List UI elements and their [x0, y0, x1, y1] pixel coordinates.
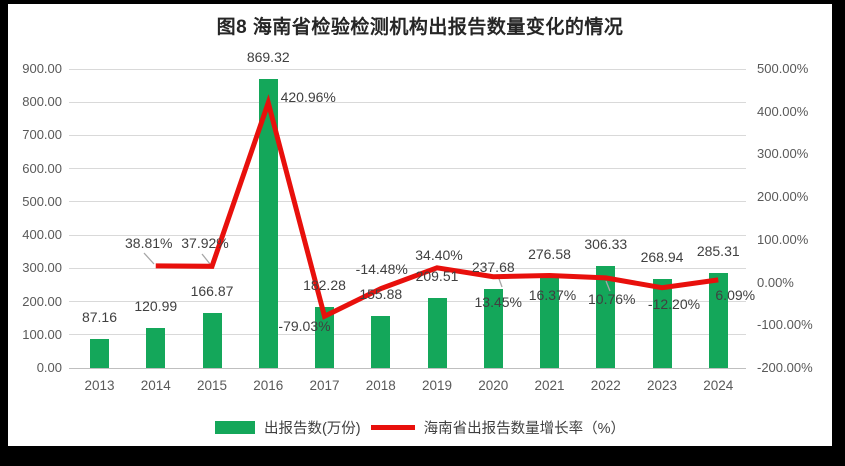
x-axis-label: 2020	[478, 378, 509, 393]
label-leader-line	[143, 252, 155, 265]
legend-bar-label: 出报告数(万份)	[263, 420, 361, 437]
line-point-label: 10.76%	[588, 290, 636, 307]
left-axis-tick-label: 100.00	[22, 326, 62, 342]
gridline	[69, 68, 746, 70]
bar-value-label: 869.32	[246, 49, 290, 66]
x-axis-label: 2017	[309, 378, 340, 393]
gridline	[69, 168, 746, 170]
bar-2016	[258, 79, 278, 368]
gridline	[69, 267, 746, 269]
line-point-label: -14.48%	[355, 260, 408, 277]
left-axis-tick-label: 300.00	[22, 260, 62, 276]
gridline	[69, 301, 746, 303]
x-axis-label: 2015	[196, 378, 228, 393]
label-leader-line	[201, 253, 211, 265]
left-axis-tick-label: 700.00	[22, 127, 62, 143]
label-leader-line	[605, 280, 611, 292]
left-axis-tick-label: 500.00	[22, 193, 62, 209]
x-axis-label: 2014	[140, 378, 171, 393]
left-axis-tick-label: 400.00	[22, 227, 62, 243]
bar-2019	[427, 298, 447, 368]
chart-title: 图8 海南省检验检测机构出报告数量变化的情况	[216, 17, 624, 38]
gridline	[69, 334, 746, 336]
left-axis-tick-label: 0.00	[36, 360, 62, 375]
bar-value-label: 155.88	[359, 286, 403, 303]
bar-2018	[371, 316, 391, 368]
x-axis-label: 2022	[590, 378, 621, 393]
legend: 出报告数(万份) 海南省出报告数量增长率（%）	[8, 414, 832, 440]
line-point-label: 6.09%	[715, 286, 756, 303]
bar-value-label: 209.51	[415, 268, 459, 285]
bar-2015	[202, 312, 222, 368]
right-axis-tick-label: 500.00%	[757, 61, 809, 76]
bar-value-label: 268.94	[640, 248, 684, 265]
chart-canvas	[8, 4, 832, 446]
gridline	[69, 234, 746, 236]
right-axis-tick-label: 400.00%	[757, 103, 809, 119]
line-point-label: 37.92%	[181, 235, 229, 252]
right-axis-tick-label: 0.00%	[757, 274, 794, 290]
x-axis-line	[69, 367, 746, 369]
bar-2022	[596, 266, 616, 368]
growth-rate-line	[155, 94, 719, 320]
x-axis-label: 2021	[534, 378, 565, 393]
bar-2014	[146, 327, 166, 368]
line-point-label: 420.96%	[280, 88, 336, 105]
x-axis-label: 2016	[253, 378, 284, 393]
legend-bar-swatch-icon	[214, 420, 255, 434]
line-point-label: -79.03%	[278, 318, 331, 335]
bar-value-label: 237.68	[471, 259, 515, 276]
gridline	[69, 101, 746, 103]
x-axis-label: 2024	[703, 378, 734, 393]
left-axis-tick-label: 200.00	[22, 293, 62, 309]
right-axis-tick-label: -200.00%	[757, 359, 813, 375]
bar-2020	[483, 289, 503, 368]
left-axis-tick-label: 900.00	[22, 61, 62, 76]
line-point-label: 38.81%	[125, 234, 173, 251]
line-point-label: 13.45%	[474, 293, 522, 310]
bar-value-label: 87.16	[81, 309, 118, 326]
bar-value-label: 285.31	[696, 243, 740, 260]
right-axis-tick-label: -100.00%	[757, 317, 813, 333]
bar-2013	[90, 339, 109, 368]
right-axis-tick-label: 200.00%	[757, 189, 809, 205]
gridline	[69, 201, 746, 203]
line-point-label: 16.37%	[528, 286, 577, 303]
bar-2021	[540, 276, 559, 368]
x-axis-label: 2013	[84, 378, 115, 393]
x-axis-label: 2019	[421, 378, 453, 393]
right-axis-tick-label: 100.00%	[757, 231, 809, 247]
bar-2024	[708, 273, 728, 368]
left-axis-tick-label: 800.00	[22, 94, 62, 110]
bar-value-label: 276.58	[528, 246, 571, 263]
x-axis-label: 2023	[646, 378, 678, 393]
bar-value-label: 306.33	[584, 236, 628, 253]
bar-value-label: 120.99	[134, 297, 178, 314]
bar-value-label: 166.87	[190, 282, 234, 299]
legend-line-label: 海南省出报告数量增长率（%）	[423, 420, 626, 437]
x-axis-label: 2018	[365, 378, 396, 393]
bar-2023	[652, 278, 672, 368]
right-axis-tick-label: 300.00%	[757, 146, 809, 162]
bar-2017	[315, 307, 334, 368]
line-point-label: 34.40%	[415, 246, 463, 263]
line-point-label: -12.20%	[647, 295, 701, 312]
gridline	[69, 134, 746, 136]
legend-line-swatch-icon	[370, 424, 415, 430]
left-axis-tick-label: 600.00	[22, 160, 62, 176]
bar-value-label: 182.28	[303, 277, 346, 294]
